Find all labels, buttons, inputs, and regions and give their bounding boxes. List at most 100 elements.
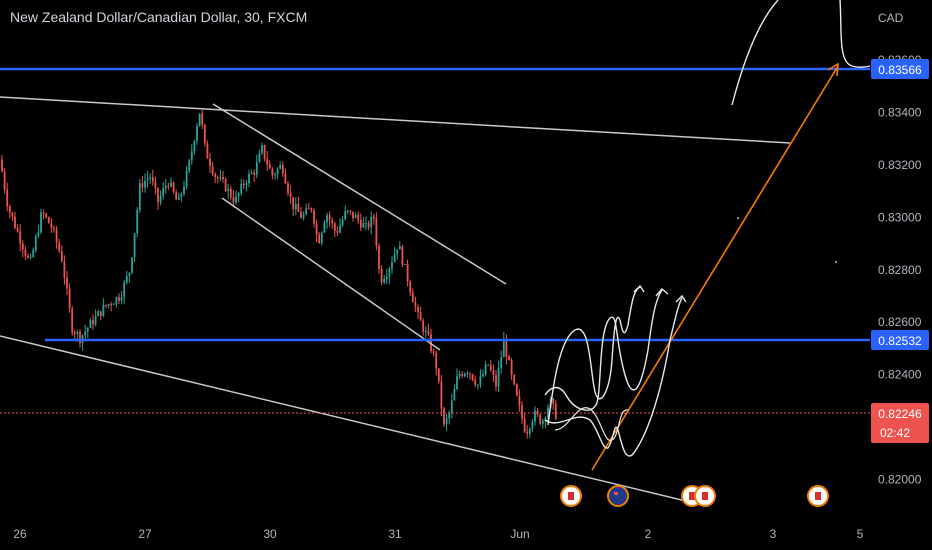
y-tick-label: 0.82800 (878, 263, 922, 277)
channel-upper-line[interactable] (212, 103, 507, 285)
candle-body (133, 233, 136, 258)
candle-body (6, 189, 9, 207)
candle-body (411, 292, 414, 303)
candle-body (263, 145, 266, 159)
candle-body (505, 339, 508, 357)
candle-body (385, 276, 388, 280)
candle-body (201, 113, 204, 125)
candle-body (365, 222, 367, 224)
candle-body (268, 164, 271, 169)
y-tick-label: 0.83200 (878, 158, 922, 172)
candle-body (435, 353, 438, 369)
candle-body (497, 367, 500, 387)
event-marker-new-zealand[interactable] (607, 485, 629, 507)
candle-body (396, 249, 399, 254)
candle-body (313, 210, 315, 224)
candle-body (141, 183, 144, 188)
candle-body (292, 196, 295, 210)
candle-body (180, 193, 183, 197)
candle-body (354, 214, 357, 219)
candle-body (170, 182, 172, 187)
candle-body (307, 208, 310, 210)
candle-body (237, 193, 240, 197)
candle-body (445, 418, 448, 425)
candle-body (271, 168, 274, 176)
candle-body (37, 232, 40, 237)
candle-body (149, 176, 152, 179)
candle-body (284, 173, 287, 184)
candle-body (235, 196, 237, 203)
candle-body (362, 222, 365, 228)
candle-body (359, 219, 362, 228)
scenario-path-1[interactable] (547, 284, 645, 426)
scenario-path-3[interactable] (544, 294, 687, 457)
candle-body (154, 181, 157, 188)
candle-body (159, 195, 162, 203)
candle-body (526, 431, 529, 434)
event-marker-canada[interactable] (694, 485, 716, 507)
candle-body (183, 186, 185, 194)
projection-arrow[interactable] (591, 65, 839, 471)
candle-body (266, 158, 269, 165)
candle-body (326, 215, 328, 223)
candle-body (86, 328, 89, 332)
candle-body (518, 395, 521, 406)
candle-body (198, 113, 201, 127)
candle-body (466, 373, 469, 375)
candle-body (40, 212, 42, 233)
upper-trendline[interactable] (0, 96, 791, 144)
candle-body (443, 408, 445, 425)
candle-body (274, 174, 276, 176)
time-axis[interactable]: 26 27 30 31 Jun 2 3 5 (0, 520, 870, 550)
candle-body (157, 187, 159, 203)
candle-body (227, 188, 230, 192)
scenario-path-4[interactable] (554, 407, 629, 441)
candle-body (162, 188, 165, 196)
economic-events[interactable] (560, 485, 829, 507)
candle-body (281, 165, 284, 174)
candle-body (89, 320, 92, 329)
lower-trendline[interactable] (0, 335, 691, 503)
candle-body (110, 304, 113, 306)
drawing-layer[interactable] (0, 0, 871, 503)
candle-body (258, 153, 261, 163)
candle-body (440, 381, 443, 409)
target-curve-right[interactable] (839, 0, 871, 68)
level-tag-2: 0.82532 (871, 330, 929, 350)
candle-body (50, 223, 53, 228)
candle-body (391, 262, 393, 269)
scenario-path-2[interactable] (544, 288, 669, 411)
candle-body (474, 379, 477, 385)
target-curve-left[interactable] (731, 0, 779, 106)
candle-body (357, 214, 360, 220)
channel-lower-line[interactable] (221, 197, 441, 351)
event-marker-canada[interactable] (807, 485, 829, 507)
candle-body (482, 374, 484, 377)
candle-body (502, 339, 505, 358)
candle-body (333, 223, 336, 231)
x-tick-label: 2 (645, 527, 652, 541)
candle-body (112, 304, 115, 306)
candle-body (97, 311, 100, 317)
level-tag-1-text: 0.83566 (878, 63, 922, 77)
candle-body (79, 332, 81, 344)
price-axis[interactable]: CAD 0.820000.822000.824000.826000.828000… (870, 0, 932, 520)
y-tick-label: 0.82000 (878, 472, 922, 486)
candle-body (172, 182, 175, 193)
candle-body (214, 174, 217, 178)
candle-body (427, 330, 430, 335)
y-tick-label: 0.82400 (878, 368, 922, 382)
candle-body (424, 330, 427, 332)
candle-body (484, 364, 487, 375)
candle-body (367, 222, 370, 228)
candle-body (92, 320, 94, 325)
event-marker-canada[interactable] (560, 485, 582, 507)
candle-body (341, 219, 344, 226)
level-tag-1: 0.83566 (871, 59, 929, 79)
candle-body (487, 364, 490, 366)
candle-body (554, 403, 557, 420)
candle-body (437, 368, 440, 382)
candle-body (515, 384, 518, 396)
